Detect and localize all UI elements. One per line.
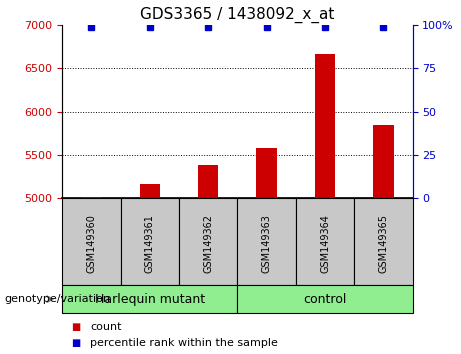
Bar: [179, 198, 237, 285]
Bar: [237, 198, 296, 285]
Bar: [373, 125, 394, 198]
Bar: [81, 196, 101, 198]
Bar: [62, 285, 237, 313]
Text: ■: ■: [71, 322, 81, 332]
Text: Harlequin mutant: Harlequin mutant: [95, 293, 205, 306]
Text: GSM149361: GSM149361: [145, 214, 155, 273]
Text: GSM149363: GSM149363: [261, 214, 272, 273]
Bar: [121, 198, 179, 285]
Text: count: count: [90, 322, 121, 332]
Bar: [256, 148, 277, 198]
Bar: [140, 184, 160, 198]
Bar: [198, 165, 219, 198]
Text: ■: ■: [71, 338, 81, 348]
Bar: [354, 198, 413, 285]
Text: GSM149362: GSM149362: [203, 214, 213, 273]
Text: GSM149365: GSM149365: [378, 214, 389, 273]
Bar: [315, 54, 335, 198]
Bar: [296, 198, 354, 285]
Text: GSM149360: GSM149360: [86, 214, 96, 273]
Text: percentile rank within the sample: percentile rank within the sample: [90, 338, 278, 348]
Text: genotype/variation: genotype/variation: [5, 294, 111, 304]
Bar: [62, 198, 121, 285]
Text: control: control: [303, 293, 347, 306]
Title: GDS3365 / 1438092_x_at: GDS3365 / 1438092_x_at: [140, 7, 335, 23]
Bar: [237, 285, 413, 313]
Text: GSM149364: GSM149364: [320, 214, 330, 273]
